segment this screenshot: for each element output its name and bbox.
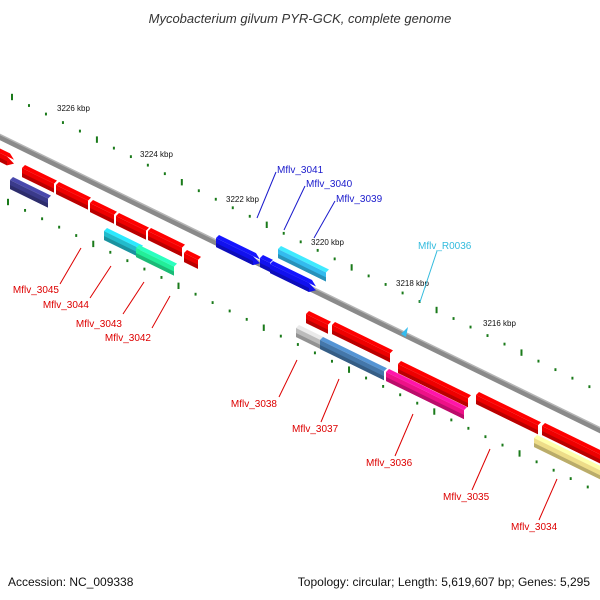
gene-label-Mflv_3036[interactable]: Mflv_3036 [366, 458, 413, 469]
gene-shape-Mflv_3045[interactable] [22, 165, 57, 193]
gene-shape-Mflv_3045-upper[interactable] [0, 147, 14, 166]
gene-label-Mflv_3034[interactable]: Mflv_3034 [511, 522, 558, 533]
gene-shape-Mflv_3044[interactable] [90, 200, 117, 224]
gene-label-Mflv_3040[interactable]: Mflv_3040 [306, 179, 353, 190]
gene-callout-Mflv_3043: Mflv_3043 [76, 281, 145, 330]
gene-shape-Mflv_3042[interactable] [136, 245, 177, 276]
gene-callout-Mflv_3040: Mflv_3040 [283, 179, 353, 231]
gene-shape-Mflv_3044-upper[interactable] [56, 182, 91, 210]
gene-callout-Mflv_3041: Mflv_3041 [256, 165, 324, 219]
gene-shape-gray[interactable] [296, 325, 325, 350]
gene-shape-Mflv_3038-upper[interactable] [306, 311, 331, 334]
gene-label-Mflv_3038[interactable]: Mflv_3038 [231, 399, 278, 410]
gene-callout-Mflv_3037: Mflv_3037 [292, 378, 340, 435]
callout-line [394, 413, 414, 457]
callout-line [538, 478, 558, 521]
gene-callout-Mflv_3036: Mflv_3036 [366, 413, 414, 469]
gene-shape-Mflv_3045-lower[interactable] [10, 177, 51, 208]
gene-shape-Mflv_3043-upper[interactable] [116, 213, 149, 240]
gene-shape-Mflv_3039[interactable] [278, 246, 329, 282]
gene-shape-Mflv_3035[interactable] [476, 392, 541, 435]
callout-line [151, 295, 171, 329]
gene-label-Mflv_3044[interactable]: Mflv_3044 [43, 300, 90, 311]
gene-shape-Mflv_3037[interactable] [320, 337, 387, 381]
kbp-label-3218: 3218 kbp [396, 279, 429, 288]
kbp-label-3224: 3224 kbp [140, 150, 173, 159]
kbp-label-3222: 3222 kbp [226, 195, 259, 204]
callout-line [256, 171, 277, 219]
callout-line [278, 359, 298, 398]
gene-label-Mflv_3045[interactable]: Mflv_3045 [13, 285, 60, 296]
gene-shape-Mflv_3041[interactable] [216, 235, 260, 266]
callout-line [313, 200, 336, 239]
accession-text: Accession: NC_009338 [8, 575, 134, 589]
gene-shape-Mflv_3036-upper[interactable] [398, 361, 471, 408]
gene-shape-Mflv_3042-upper[interactable] [148, 228, 185, 257]
ruler-tracks [7, 93, 591, 489]
ruler-track-upper [11, 93, 591, 389]
gene-shape-Mflv_3036[interactable] [386, 369, 467, 420]
callout-line [471, 448, 491, 491]
gene-callout-Mflv_3044: Mflv_3044 [43, 265, 112, 311]
gene-label-Mflv_3039[interactable]: Mflv_3039 [336, 194, 383, 205]
gene-label-Mflv_3037[interactable]: Mflv_3037 [292, 424, 339, 435]
gene-shape-small-upper[interactable] [184, 250, 201, 269]
gene-shape-Mflv_3038-upper-long[interactable] [332, 322, 393, 363]
gene-shape-Mflv_3039-lower[interactable] [270, 261, 316, 293]
gene-shape-Mflv_3034-upper[interactable] [542, 423, 600, 469]
gene-callout-Mflv_R0036: Mflv_R0036 [418, 241, 472, 303]
gene-callout-Mflv_3039: Mflv_3039 [313, 194, 383, 239]
gene-labels: Mflv_3045 Mflv_3044 Mflv_3043 Mflv_3042 Mflv… [13, 165, 558, 533]
kbp-label-3226: 3226 kbp [57, 104, 90, 113]
gene-shape-Mflv_R0036[interactable] [401, 327, 408, 337]
gene-shape-Mflv_3043[interactable] [104, 228, 143, 258]
callout-line [283, 185, 306, 231]
kbp-labels: 3226 kbp 3224 kbp 3222 kbp 3220 kbp 3218… [57, 104, 516, 328]
gene-callout-Mflv_3034: Mflv_3034 [511, 478, 558, 533]
gene-label-Mflv_3042[interactable]: Mflv_3042 [105, 333, 152, 344]
map-title: Mycobacterium gilvum PYR-GCK, complete g… [149, 11, 452, 26]
gene-shape-Mflv_3034[interactable] [534, 435, 600, 481]
genome-summary-text: Topology: circular; Length: 5,619,607 bp… [298, 575, 591, 589]
callout-line [320, 378, 340, 423]
kbp-label-3216: 3216 kbp [483, 319, 516, 328]
gene-callout-Mflv_3035: Mflv_3035 [443, 448, 491, 503]
gene-shape-Mflv_3040[interactable] [260, 255, 273, 272]
callout-line [419, 250, 438, 303]
kbp-label-3220: 3220 kbp [311, 238, 344, 247]
gene-label-Mflv_3035[interactable]: Mflv_3035 [443, 492, 490, 503]
gene-callout-Mflv_3045: Mflv_3045 [13, 247, 82, 296]
callout-line [59, 247, 82, 285]
gene-callout-Mflv_3042: Mflv_3042 [105, 295, 171, 344]
callout-line [122, 281, 145, 315]
callout-line [89, 265, 112, 299]
gene-label-Mflv_R0036[interactable]: Mflv_R0036 [418, 241, 472, 252]
gene-label-Mflv_3043[interactable]: Mflv_3043 [76, 319, 123, 330]
gene-features [0, 147, 600, 481]
ruler-track-lower [7, 198, 589, 489]
gene-callout-Mflv_3038: Mflv_3038 [231, 359, 298, 410]
gene-label-Mflv_3041[interactable]: Mflv_3041 [277, 165, 324, 176]
